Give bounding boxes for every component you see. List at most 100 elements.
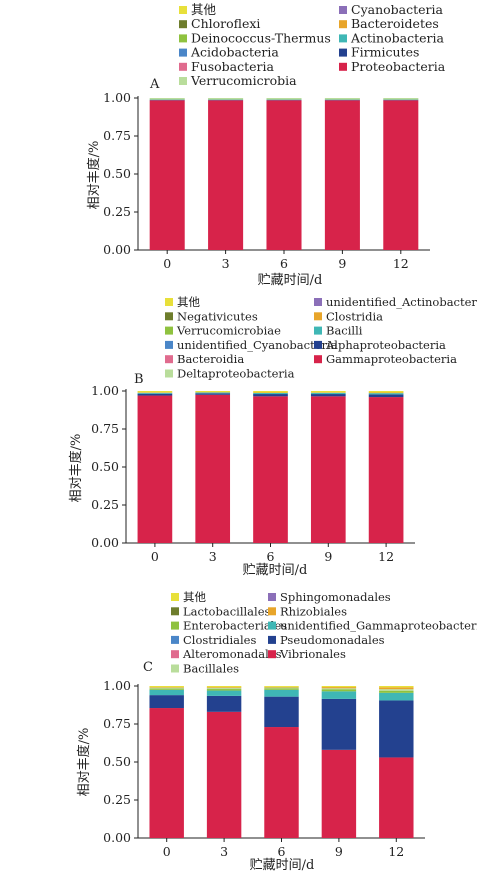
- legend-label-bacillales: Bacillales: [183, 662, 239, 676]
- bar-segment-other-0: [138, 391, 173, 392]
- y-tick-label: 0.50: [103, 166, 131, 181]
- legend-swatch-firmicutes: [339, 49, 347, 57]
- x-tick-label: 3: [220, 844, 228, 859]
- y-tick-label: 0.00: [103, 242, 131, 257]
- bar-segment-rhizobiales-3: [207, 687, 241, 688]
- legend-swatch-unidentified-cyanobacteria: [165, 341, 173, 349]
- legend-label-clostridia: Clostridia: [326, 309, 383, 323]
- bar-segment-pseudomonadales-12: [379, 700, 413, 757]
- y-tick-label: 0.00: [103, 830, 131, 845]
- legend-label-rhizobiales: Rhizobiales: [280, 604, 347, 618]
- legend-label-verrucomicrobiae: Verrucomicrobiae: [176, 324, 281, 338]
- y-tick-label: 0.00: [91, 535, 119, 550]
- bar-segment-vibrionales-0: [149, 708, 183, 838]
- legend-swatch-gammaproteobacteria: [314, 355, 322, 363]
- legend-swatch-clostridia: [314, 312, 322, 320]
- panel-label: A: [149, 77, 160, 92]
- bar-segment-pseudomonadales-9: [322, 699, 356, 750]
- bar-segment-other-6: [264, 686, 298, 687]
- legend-label-unidentified-gammaproteobacteria: unidentified_Gammaproteobacteria: [280, 619, 477, 633]
- bar-segment-enterobacteriales-6: [264, 688, 298, 690]
- legend-label-sphingomonadales: Sphingomonadales: [280, 590, 391, 604]
- legend-swatch-bacillales: [171, 665, 179, 673]
- legend-label-unidentified-actinobacteria: unidentified_Actinobacteria: [326, 295, 477, 309]
- legend-swatch-enterobacteriales: [171, 622, 179, 630]
- bar-segment-alphaproteobacteria-6: [253, 394, 288, 396]
- legend-swatch-clostridiales: [171, 636, 179, 644]
- bar-segment-vibrionales-3: [207, 712, 241, 838]
- bar-segment-proteobacteria-12: [383, 100, 418, 250]
- x-tick-label: 3: [209, 549, 217, 564]
- legend-swatch-lactobacillales: [171, 607, 179, 615]
- legend-label-deinococcus-thermus: Deinococcus-Thermus: [191, 30, 331, 45]
- x-tick-label: 6: [278, 844, 286, 859]
- bar-segment-other-3: [208, 98, 243, 99]
- bar-segment-rhizobiales-0: [149, 687, 183, 688]
- bar-segment-unidentified-gammaproteobacteria-3: [207, 691, 241, 696]
- bar-segment-gammaproteobacteria-0: [138, 396, 173, 543]
- bar-segment-proteobacteria-3: [208, 100, 243, 250]
- legend-label-clostridiales: Clostridiales: [183, 633, 256, 647]
- legend-swatch-alphaproteobacteria: [314, 341, 322, 349]
- legend-swatch-alteromonadales: [171, 650, 179, 658]
- bar-segment-bacilli-6: [253, 393, 288, 394]
- bar-segment-bacilli-12: [369, 393, 404, 394]
- x-tick-label: 3: [222, 256, 230, 271]
- legend-label-actinobacteria: Actinobacteria: [350, 30, 444, 45]
- bar-segment-bacillales-0: [149, 688, 183, 689]
- legend-swatch-other: [171, 593, 179, 601]
- legend-swatch-unidentified-actinobacteria: [314, 298, 322, 306]
- legend-swatch-deinococcus-thermus: [179, 34, 187, 42]
- panel-label: B: [134, 372, 144, 387]
- legend-swatch-pseudomonadales: [268, 636, 276, 644]
- bar-segment-bacilli-9: [311, 393, 346, 394]
- legend-label-other: 其他: [183, 590, 206, 604]
- legend-swatch-negativicutes: [165, 312, 173, 320]
- bar-segment-proteobacteria-6: [266, 100, 301, 250]
- legend-swatch-deltaproteobacteria: [165, 370, 173, 378]
- bar-segment-alphaproteobacteria-3: [195, 393, 230, 395]
- legend-label-pseudomonadales: Pseudomonadales: [280, 633, 385, 647]
- bar-segment-bacilli-0: [138, 393, 173, 394]
- x-tick-label: 0: [163, 256, 171, 271]
- bars: [150, 98, 419, 250]
- bar-segment-other-9: [311, 391, 346, 392]
- legend-swatch-actinobacteria: [339, 34, 347, 42]
- legend-swatch-rhizobiales: [268, 607, 276, 615]
- bar-segment-rhizobiales-12: [379, 687, 413, 689]
- bar-segment-unidentified-gammaproteobacteria-12: [379, 693, 413, 701]
- legend-swatch-vibrionales: [268, 650, 276, 658]
- bar-segment-enterobacteriales-9: [322, 689, 356, 691]
- bar-segment-other-9: [322, 686, 356, 687]
- y-tick-label: 1.00: [103, 678, 131, 693]
- y-tick-label: 1.00: [91, 383, 119, 398]
- y-axis-title: 相对丰度/%: [68, 434, 84, 503]
- legend-swatch-unidentified-gammaproteobacteria: [268, 622, 276, 630]
- bar-segment-gammaproteobacteria-9: [311, 396, 346, 543]
- x-axis-title: 贮藏时间/d: [250, 858, 315, 873]
- x-axis-title: 贮藏时间/d: [243, 563, 308, 578]
- y-tick-label: 0.50: [103, 754, 131, 769]
- bar-segment-other-0: [150, 98, 185, 99]
- bars: [149, 686, 413, 838]
- bar-segment-other-6: [253, 391, 288, 393]
- bar-segment-pseudomonadales-0: [149, 695, 183, 708]
- bars: [138, 391, 404, 543]
- x-axis-title: 贮藏时间/d: [258, 273, 323, 288]
- legend-swatch-verrucomicrobiae: [165, 327, 173, 335]
- bar-segment-pseudomonadales-3: [207, 696, 241, 712]
- legend-swatch-cyanobacteria: [339, 6, 347, 14]
- legend-swatch-bacilli: [314, 327, 322, 335]
- x-tick-label: 12: [393, 256, 409, 271]
- x-tick-label: 12: [388, 844, 404, 859]
- bar-segment-gammaproteobacteria-3: [195, 395, 230, 543]
- legend-swatch-sphingomonadales: [268, 593, 276, 601]
